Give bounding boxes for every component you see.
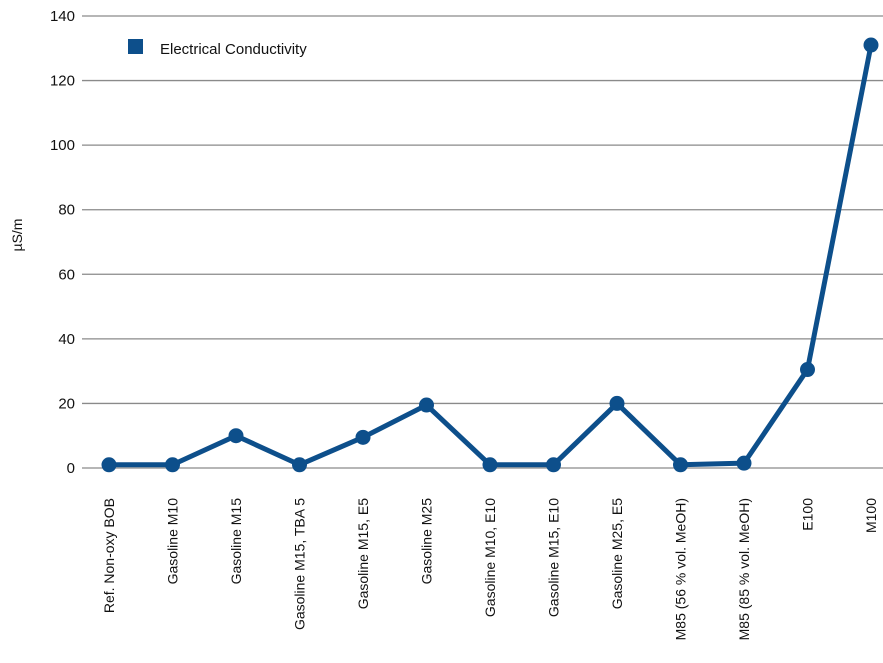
y-axis-ticks: 0 20 40 60 80 100 120 140 [50, 8, 75, 477]
legend: Electrical Conductivity [128, 39, 307, 58]
y-tick-label: 100 [50, 137, 75, 154]
x-category-label: E100 [800, 498, 816, 531]
y-tick-label: 120 [50, 73, 75, 90]
y-tick-label: 20 [58, 395, 75, 412]
y-tick-label: 80 [58, 202, 75, 219]
data-point [800, 362, 815, 378]
data-point [736, 455, 752, 471]
y-tick-label: 60 [58, 266, 75, 283]
x-axis-categories: Ref. Non-oxy BOB Gasoline M10 Gasoline M15… [101, 498, 879, 641]
gridlines [82, 15, 883, 469]
x-category-label: Gasoline M10 [165, 498, 181, 585]
x-category-label: Gasoline M25 [419, 498, 435, 585]
x-category-label: M100 [863, 498, 879, 533]
legend-label: Electrical Conductivity [160, 41, 307, 58]
x-category-label: Gasoline M25, E5 [609, 498, 625, 609]
y-tick-label: 0 [67, 460, 75, 477]
data-point [419, 397, 434, 413]
x-category-label: Gasoline M15, E5 [355, 498, 371, 609]
x-category-label: Ref. Non-oxy BOB [101, 498, 117, 613]
data-point [355, 429, 371, 445]
series-electrical-conductivity [101, 37, 879, 473]
data-point [609, 395, 625, 411]
x-category-label: M85 (56 % vol. MeOH) [673, 498, 689, 640]
y-tick-label: 40 [58, 331, 75, 348]
x-category-label: Gasoline M10, E10 [482, 498, 498, 617]
x-category-label: Gasoline M15 [228, 498, 244, 585]
y-axis-label: µS/m [9, 219, 25, 252]
data-point [101, 457, 117, 473]
x-category-label: Gasoline M15, E10 [546, 498, 562, 617]
data-point [165, 457, 180, 473]
x-category-label: M85 (85 % vol. MeOH) [736, 498, 752, 640]
x-category-label: Gasoline M15, TBA 5 [292, 498, 308, 630]
series-line [106, 42, 874, 468]
data-point [482, 457, 498, 473]
data-point [228, 428, 244, 444]
data-point [673, 457, 688, 473]
data-point [292, 457, 307, 473]
y-tick-label: 140 [50, 8, 75, 25]
data-point [546, 457, 561, 473]
data-point [863, 37, 879, 53]
legend-swatch [128, 39, 143, 54]
